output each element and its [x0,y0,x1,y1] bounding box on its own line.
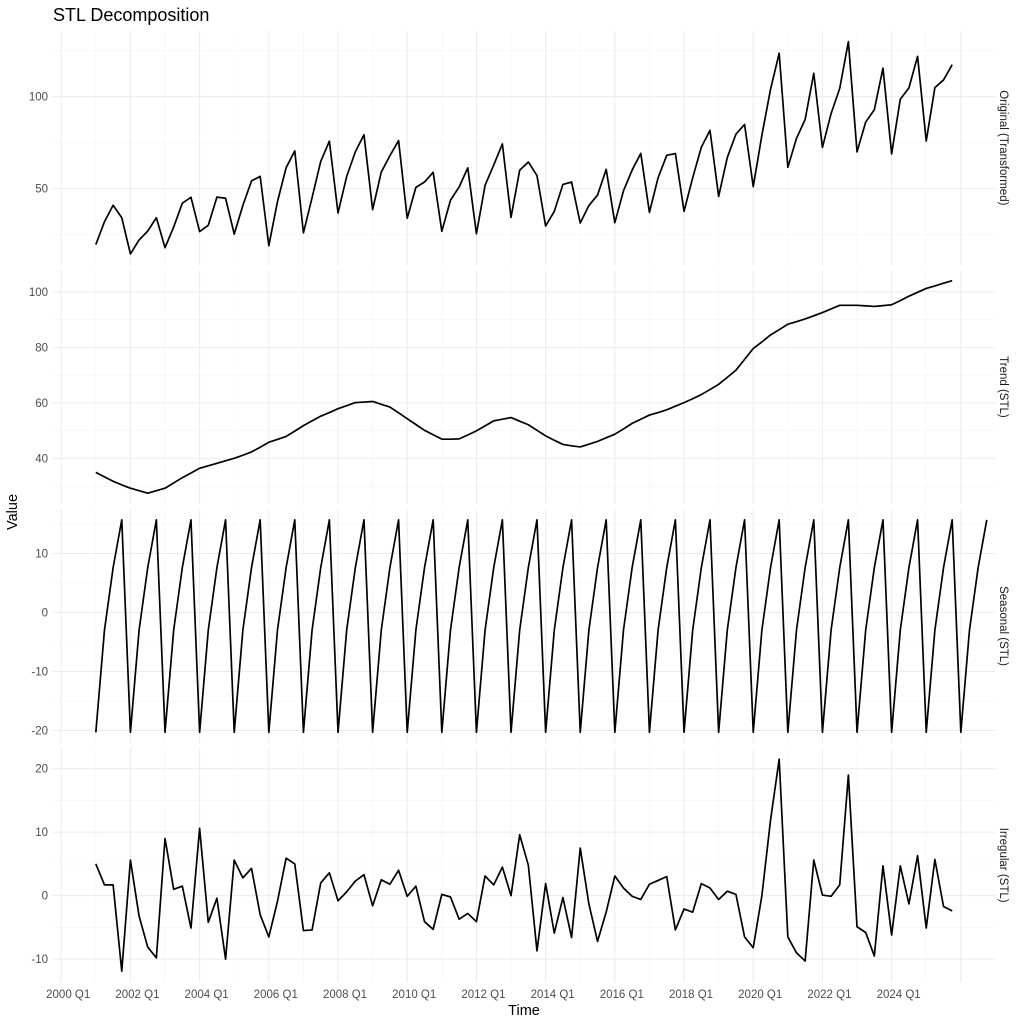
y-tick-label: 10 [35,827,48,839]
y-tick-label: 20 [35,764,48,776]
series-line-seasonal-stl [94,519,988,734]
x-tick-label: 2012 Q1 [461,989,505,1001]
y-tick-label: 80 [35,342,48,354]
y-tick-label: -10 [31,954,48,966]
x-axis-title: Time [508,1003,540,1019]
x-tick-label: 2008 Q1 [323,989,367,1001]
y-tick-label: 0 [42,607,48,619]
strip-label-irregular-stl: Irregular (STL) [997,828,1009,903]
strip-label-trend-stl: Trend (STL) [997,356,1009,418]
strip-label-seasonal-stl: Seasonal (STL) [997,586,1009,666]
x-tick-label: 2022 Q1 [807,989,851,1001]
x-tick-label: 2020 Q1 [738,989,782,1001]
series-line-original-transformed [95,40,953,255]
y-tick-label: -10 [31,666,48,678]
y-tick-label: 40 [35,453,48,465]
x-tick-label: 2000 Q1 [46,989,90,1001]
y-tick-label: 100 [29,287,48,299]
y-tick-label: 0 [42,891,48,903]
panel-original-transformed: 50 100 Original (Transformed) [29,31,1009,265]
y-tick-label: 60 [35,398,48,410]
panel-irregular-stl: -10 0 10 20 Irregular (STL) [31,748,1009,982]
y-tick-label: -20 [31,725,48,737]
x-tick-label: 2010 Q1 [392,989,436,1001]
y-tick-label: 10 [35,548,48,560]
x-tick-label: 2014 Q1 [531,989,575,1001]
x-tick-label: 2016 Q1 [600,989,644,1001]
strip-label-original-transformed: Original (Transformed) [997,90,1009,205]
y-axis-title: Value [5,494,21,530]
y-tick-label: 50 [35,184,48,196]
x-tick-label: 2004 Q1 [185,989,229,1001]
series-line-trend-stl [95,279,953,495]
x-tick-label: 2002 Q1 [115,989,159,1001]
y-tick-label: 100 [29,92,48,104]
x-tick-label: 2018 Q1 [669,989,713,1001]
x-tick-label: 2024 Q1 [877,989,921,1001]
panel-trend-stl: 40 60 80 100 Trend (STL) [29,270,1009,504]
x-axis-tick-labels: 2000 Q1 2002 Q1 2004 Q1 2006 Q1 2008 Q1 2010 … [46,989,921,1001]
panel-seasonal-stl: -20 -10 0 10 Seasonal (STL) [31,509,1009,743]
x-tick-label: 2006 Q1 [254,989,298,1001]
series-line-irregular-stl [95,758,953,973]
chart-title: STL Decomposition [53,5,209,25]
